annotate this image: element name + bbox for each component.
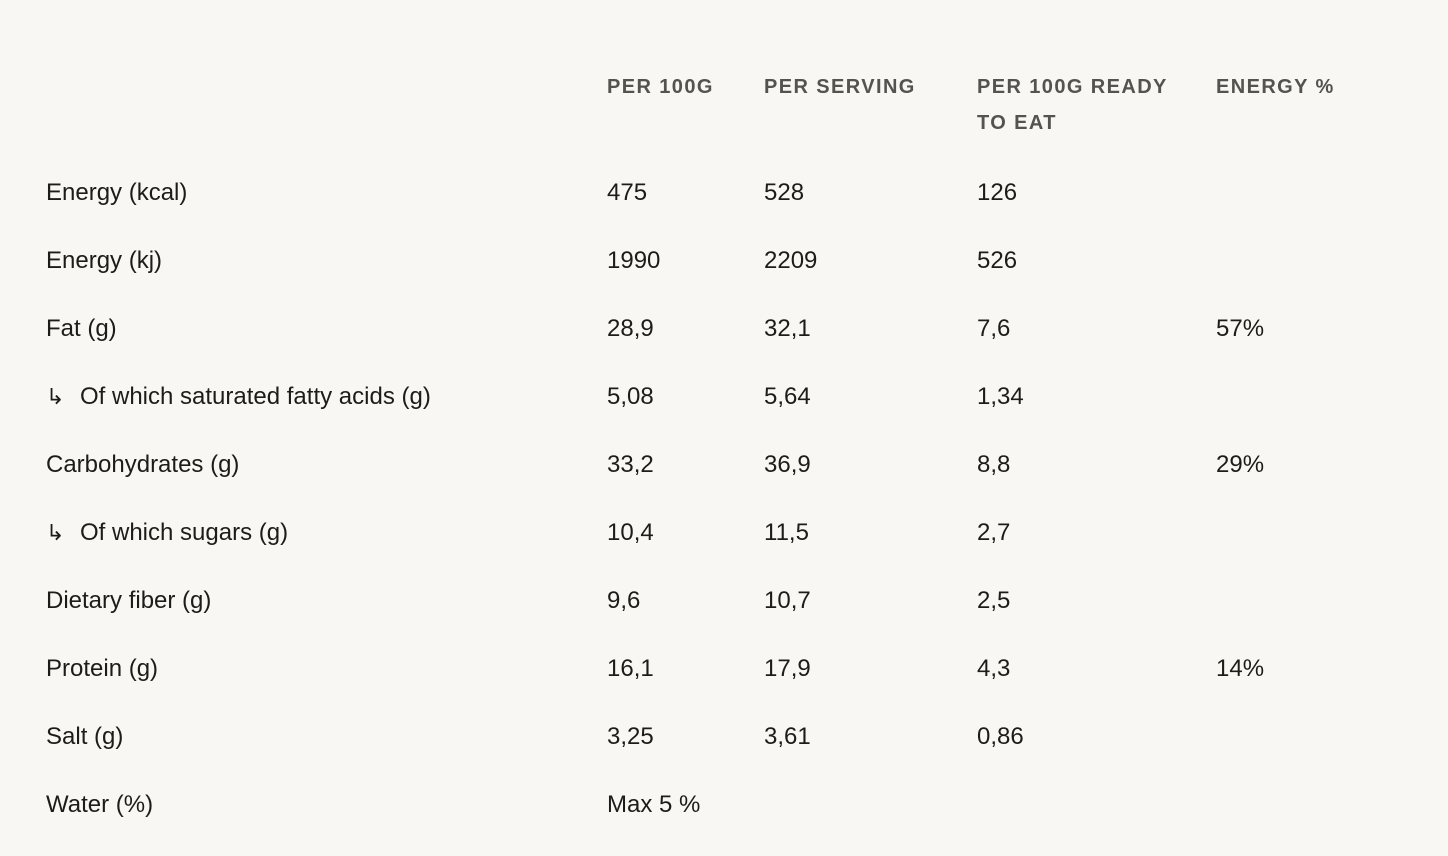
cell-ready-to-eat: 4,3 [977,655,1011,682]
table-row: Energy (kj) 1990 2209 526 [0,244,1448,312]
row-label: Energy (kcal) [46,179,188,206]
cell-ready-to-eat: 126 [977,179,1018,206]
cell-per-serving: 3,61 [764,723,811,750]
row-label: Fat (g) [46,315,117,342]
cell-ready-to-eat: 526 [977,247,1018,274]
cell-per-100g: 28,9 [607,315,654,342]
table-row: Dietary fiber (g) 9,6 10,7 2,5 [0,584,1448,652]
table-row: Salt (g) 3,25 3,61 0,86 [0,720,1448,788]
cell-per-100g: 9,6 [607,587,641,614]
cell-ready-to-eat: 1,34 [977,383,1024,410]
cell-ready-to-eat: 7,6 [977,315,1011,342]
table-row: ↳ Of which sugars (g) 10,4 11,5 2,7 [0,516,1448,584]
cell-energy-percent: 57% [1216,315,1265,342]
cell-per-100g: Max 5 % [607,791,701,818]
cell-per-100g: 3,25 [607,723,654,750]
column-header-energy-percent: ENERGY % [1216,76,1335,98]
cell-per-serving: 11,5 [764,519,809,546]
table-row: ↳ Of which saturated fatty acids (g) 5,08… [0,380,1448,448]
cell-per-serving: 17,9 [764,655,811,682]
cell-ready-to-eat: 2,5 [977,587,1011,614]
row-label: Water (%) [46,791,154,818]
cell-per-serving: 5,64 [764,383,811,410]
row-label: Energy (kj) [46,247,163,274]
cell-energy-percent: 29% [1216,451,1265,478]
row-label-sub: ↳ Of which saturated fatty acids (g) [46,380,431,415]
row-label: Dietary fiber (g) [46,587,212,614]
table-header: PER 100G PER SERVING PER 100G READY TO E… [0,0,1448,160]
column-header-per-serving: PER SERVING [764,76,916,98]
sub-arrow-icon: ↳ [46,521,65,546]
table-row: Energy (kcal) 475 528 126 [0,176,1448,244]
cell-per-100g: 5,08 [607,383,654,410]
table-row: Fat (g) 28,9 32,1 7,6 57% [0,312,1448,380]
cell-ready-to-eat: 8,8 [977,451,1011,478]
cell-per-serving: 36,9 [764,451,811,478]
table-row: Carbohydrates (g) 33,2 36,9 8,8 29% [0,448,1448,516]
row-label: Carbohydrates (g) [46,451,240,478]
row-label: Of which sugars (g) [80,519,289,546]
row-label: Salt (g) [46,723,124,750]
cell-per-100g: 10,4 [607,519,654,546]
sub-arrow-icon: ↳ [46,385,65,410]
cell-per-100g: 16,1 [607,655,654,682]
row-label-sub: ↳ Of which sugars (g) [46,516,288,551]
table-row: Water (%) Max 5 % [0,788,1448,856]
cell-per-serving: 10,7 [764,587,811,614]
cell-per-serving: 32,1 [764,315,811,342]
cell-per-100g: 475 [607,179,648,206]
cell-per-100g: 33,2 [607,451,654,478]
cell-ready-to-eat: 0,86 [977,723,1024,750]
cell-energy-percent: 14% [1216,655,1265,682]
column-header-per-100g: PER 100G [607,76,714,98]
row-label: Of which saturated fatty acids (g) [80,383,431,410]
cell-per-serving: 2209 [764,247,818,274]
cell-per-100g: 1990 [607,247,661,274]
table-row: Protein (g) 16,1 17,9 4,3 14% [0,652,1448,720]
cell-ready-to-eat: 2,7 [977,519,1011,546]
row-label: Protein (g) [46,655,159,682]
cell-per-serving: 528 [764,179,805,206]
column-header-per-100g-ready-to-eat: PER 100G READY TO EAT [977,76,1168,134]
